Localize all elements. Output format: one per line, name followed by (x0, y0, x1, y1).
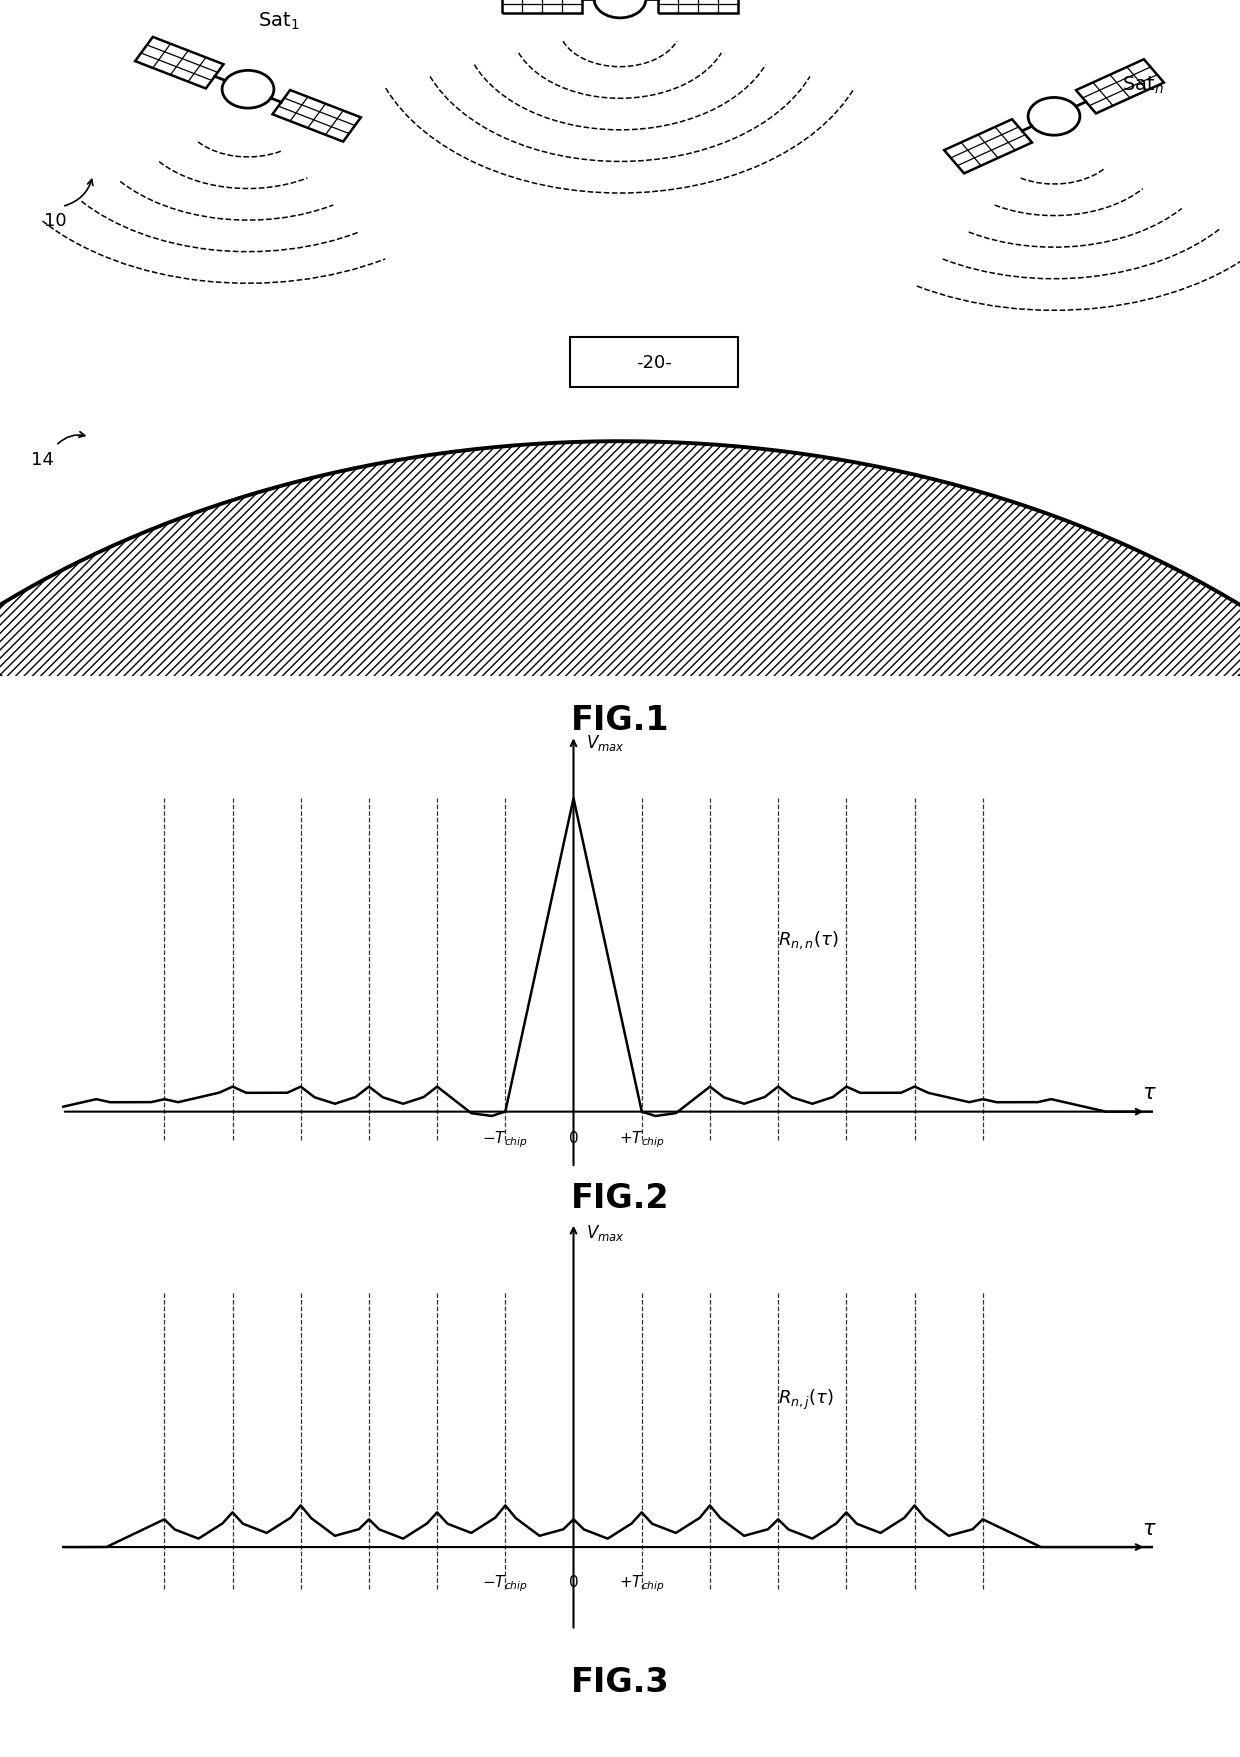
Text: 14: 14 (31, 450, 53, 469)
Text: $\mathrm{Sat}_1$: $\mathrm{Sat}_1$ (258, 11, 300, 32)
Text: $V_{max}$: $V_{max}$ (585, 1223, 625, 1242)
Text: $+T_{chip}$: $+T_{chip}$ (619, 1130, 665, 1149)
Bar (502, 0, 583, 14)
Text: $R_{n,j}(\tau)$: $R_{n,j}(\tau)$ (779, 1386, 835, 1411)
Bar (135, 39, 223, 90)
Text: $0$: $0$ (568, 1130, 579, 1146)
Bar (657, 0, 738, 14)
Text: $\mathrm{Sat}_n$: $\mathrm{Sat}_n$ (1122, 76, 1164, 97)
Text: $\tau$: $\tau$ (1142, 1518, 1157, 1537)
FancyBboxPatch shape (570, 337, 738, 388)
Text: $+T_{chip}$: $+T_{chip}$ (619, 1573, 665, 1594)
Text: 10: 10 (45, 213, 67, 230)
Text: FIG.2: FIG.2 (570, 1182, 670, 1214)
Text: $\tau$: $\tau$ (1142, 1082, 1157, 1103)
Text: -20-: -20- (636, 353, 672, 372)
Text: $-T_{chip}$: $-T_{chip}$ (482, 1130, 528, 1149)
Bar (273, 91, 361, 142)
Text: $R_{n,n}(\tau)$: $R_{n,n}(\tau)$ (779, 929, 838, 951)
Bar (1076, 60, 1164, 114)
Text: $-T_{chip}$: $-T_{chip}$ (482, 1573, 528, 1594)
Bar (944, 119, 1032, 174)
Text: FIG.3: FIG.3 (570, 1666, 670, 1697)
Text: $V_{max}$: $V_{max}$ (585, 733, 625, 752)
Text: FIG.1: FIG.1 (570, 705, 670, 736)
Text: $0$: $0$ (568, 1573, 579, 1588)
